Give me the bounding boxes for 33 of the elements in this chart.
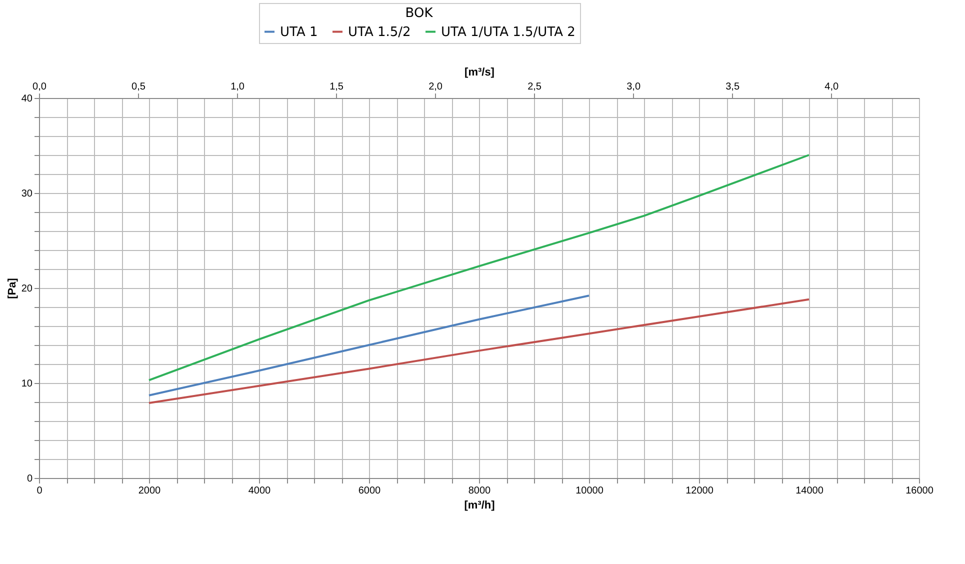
x2-tick-label: 1,5 bbox=[330, 82, 344, 92]
x-axis-title: [m³/h] bbox=[464, 500, 496, 512]
y-tick-label: 20 bbox=[21, 284, 33, 294]
x-tick-label: 10000 bbox=[576, 486, 604, 496]
line-series bbox=[148, 294, 590, 396]
y-axis-title: [Pa] bbox=[6, 278, 18, 299]
x-tick-label: 0 bbox=[36, 486, 43, 496]
legend-title: BOK bbox=[405, 6, 434, 21]
x2-tick-label: 2,0 bbox=[428, 82, 443, 92]
x2-tick-label: 0,0 bbox=[32, 82, 47, 92]
x2-tick-label: 3,5 bbox=[726, 82, 740, 92]
x2-tick-label: 3,0 bbox=[626, 82, 641, 92]
x-tick-label: 16000 bbox=[906, 486, 934, 496]
line-series bbox=[148, 298, 810, 404]
x2-tick-label: 4,0 bbox=[824, 82, 839, 92]
x-tick-label: 14000 bbox=[796, 486, 824, 496]
x-tick-label: 2000 bbox=[138, 486, 162, 496]
x-tick-label: 8000 bbox=[468, 486, 492, 496]
x2-tick-label: 0,5 bbox=[132, 82, 146, 92]
x-tick-label: 6000 bbox=[358, 486, 382, 496]
y-tick-label: 0 bbox=[26, 474, 33, 484]
x2-axis-title: [m³/s] bbox=[464, 66, 495, 78]
x2-tick-label: 1,0 bbox=[230, 82, 245, 92]
legend-label: UTA 1/UTA 1.5/UTA 2 bbox=[441, 24, 576, 40]
x-tick-label: 12000 bbox=[686, 486, 714, 496]
legend-label: UTA 1.5/2 bbox=[348, 24, 411, 40]
y-tick-label: 30 bbox=[21, 188, 33, 200]
y-tick-label: 10 bbox=[21, 378, 33, 390]
legend-label: UTA 1 bbox=[280, 24, 318, 40]
line-series bbox=[148, 154, 810, 382]
y-tick-label: 40 bbox=[21, 94, 33, 104]
x-tick-label: 4000 bbox=[248, 486, 272, 496]
x2-tick-label: 2,5 bbox=[528, 82, 542, 92]
